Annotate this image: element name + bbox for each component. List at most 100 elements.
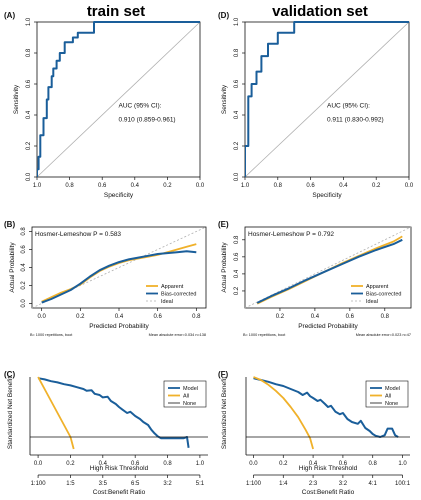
x-tick-label: 0.0 <box>37 314 46 320</box>
series-line-reference <box>245 21 409 178</box>
legend-label-bias-corrected: Bias-corrected <box>366 292 401 298</box>
x-tick-label: 0.6 <box>98 183 107 189</box>
x-axis-label: Predicted Probability <box>298 323 358 330</box>
y-tick-label: 0.8 <box>234 48 240 57</box>
x2-tick-label: 2:3 <box>309 481 318 487</box>
x-tick-label: 0.4 <box>99 461 108 467</box>
footnote-left: B= 1000 repetitions, boot <box>30 333 73 337</box>
panel-label: (E) <box>218 220 229 229</box>
x-tick-label: 0.0 <box>405 183 414 189</box>
footnote-right: Mean absolute error=0.034 n=138 <box>149 333 206 337</box>
y-tick-label: 0.2 <box>26 141 32 150</box>
y-tick-label: 0.6 <box>21 245 27 254</box>
x-tick-label: 0.6 <box>339 461 348 467</box>
x-tick-label: 0.8 <box>163 461 172 467</box>
legend-label-apparent: Apparent <box>366 284 389 290</box>
y-tick-label: 0.8 <box>21 227 27 236</box>
x2-tick-label: 1:100 <box>246 481 262 487</box>
x-axis-label: Predicted Probability <box>89 323 149 330</box>
x-tick-label: 0.6 <box>153 314 162 320</box>
column-title-validation: validation set <box>272 3 368 20</box>
x-axis-label: High Risk Threshold <box>90 465 149 472</box>
x2-axis-label: Cost:Benefit Ratio <box>302 489 355 496</box>
auc-value: 0.911 (0.830-0.992) <box>327 116 384 123</box>
x-axis-label: Specificity <box>312 192 342 199</box>
x-tick-label: 0.8 <box>192 314 201 320</box>
legend-label-ideal: Ideal <box>366 299 378 305</box>
x-tick-label: 0.0 <box>249 461 258 467</box>
x-tick-label: 0.2 <box>76 314 85 320</box>
y-tick-label: 1.0 <box>26 17 32 26</box>
x-tick-label: 0.4 <box>339 183 348 189</box>
x-tick-label: 0.4 <box>309 461 318 467</box>
y-tick-label: 0.6 <box>26 79 32 88</box>
x-tick-label: 0.6 <box>131 461 140 467</box>
x-tick-label: 1.0 <box>398 461 407 467</box>
y-tick-label: 0.2 <box>234 286 240 295</box>
x-tick-label: 0.6 <box>306 183 315 189</box>
legend-label-none: None <box>385 401 398 407</box>
series-line-reference <box>37 21 200 178</box>
series-line-roc <box>37 21 200 177</box>
series-line-roc <box>245 21 409 177</box>
plot-frame <box>244 226 412 309</box>
panel-label: (A) <box>4 11 15 20</box>
panel-label: (B) <box>4 220 15 229</box>
y-tick-label: 1.0 <box>234 17 240 26</box>
panel-label: (C) <box>4 370 15 379</box>
x-axis-label: Specificity <box>104 192 134 199</box>
x-tick-label: 0.2 <box>66 461 75 467</box>
legend-label-bias-corrected: Bias-corrected <box>161 292 196 298</box>
x-tick-label: 0.2 <box>163 183 172 189</box>
x-tick-label: 1.0 <box>196 461 205 467</box>
y-tick-label: 0.6 <box>234 79 240 88</box>
chart-panel-f: (F) 0.0 0.2 0.4 0.6 0.8 1.0 1:100 1:4 2:3 3:2 4:1 10… <box>218 370 411 496</box>
x2-tick-label: 3:2 <box>163 481 172 487</box>
auc-label: AUC (95% CI): <box>119 102 162 109</box>
x-tick-label: 0.2 <box>276 314 285 320</box>
y-tick-label: 0.8 <box>234 235 240 244</box>
y-tick-label: 0.2 <box>21 281 27 290</box>
x-axis-label: High Risk Threshold <box>299 465 358 472</box>
legend-label-model: Model <box>183 386 198 392</box>
legend-label-ideal: Ideal <box>161 299 173 305</box>
x2-tick-label: 6:5 <box>131 481 140 487</box>
y-tick-label: 0.6 <box>234 252 240 261</box>
auc-value: 0.910 (0.859-0.961) <box>119 116 176 123</box>
x-tick-label: 0.4 <box>131 183 140 189</box>
y-axis-label: Actual Probability <box>9 242 16 293</box>
x-tick-label: 0.0 <box>196 183 205 189</box>
y-axis-label: Actual Probability <box>221 242 228 293</box>
x2-tick-label: 3:2 <box>339 481 348 487</box>
y-tick-label: 0.8 <box>26 48 32 57</box>
footnote-left: B= 1000 repetitions, boot <box>243 333 286 337</box>
chart-panel-e: (E) 0.2 0.4 0.6 0.8 0.2 0.4 0.6 0.8 Predicted Pro… <box>218 220 412 337</box>
hosmer-lemeshow-label: Hosmer-Lemeshow P = 0.792 <box>248 231 334 238</box>
y-tick-label: 0.4 <box>26 110 32 119</box>
x-tick-label: 0.4 <box>115 314 124 320</box>
legend-label-all: All <box>385 394 391 400</box>
x-tick-label: 0.4 <box>311 314 320 320</box>
series-line-bias-corrected <box>41 250 197 304</box>
x-tick-label: 0.2 <box>279 461 288 467</box>
y-tick-label: 0.0 <box>234 172 240 181</box>
legend-label-apparent: Apparent <box>161 284 184 290</box>
x2-tick-label: 1:5 <box>66 481 75 487</box>
x2-tick-label: 1:4 <box>279 481 288 487</box>
y-axis-label: Standardized Net Benefit <box>7 377 14 449</box>
hosmer-lemeshow-label: Hosmer-Lemeshow P = 0.583 <box>35 231 121 238</box>
y-tick-label: 0.0 <box>26 172 32 181</box>
chart-panel-b: (B) 0.0 0.2 0.4 0.6 0.8 0.0 0.2 0.4 0.6 0.8 Predict… <box>4 220 207 337</box>
x-tick-label: 0.6 <box>346 314 355 320</box>
y-tick-label: 0.4 <box>234 110 240 119</box>
chart-panel-d: (D) 1.0 0.8 0.6 0.4 0.2 0.0 0.0 0.2 0.4 0.6 0.8 1.0 S… <box>218 11 414 199</box>
x-tick-label: 0.8 <box>381 314 390 320</box>
x2-tick-label: 3:5 <box>99 481 108 487</box>
x-tick-label: 0.8 <box>369 461 378 467</box>
footnote-right: Mean absolute error=0.023 n=47 <box>356 333 411 337</box>
